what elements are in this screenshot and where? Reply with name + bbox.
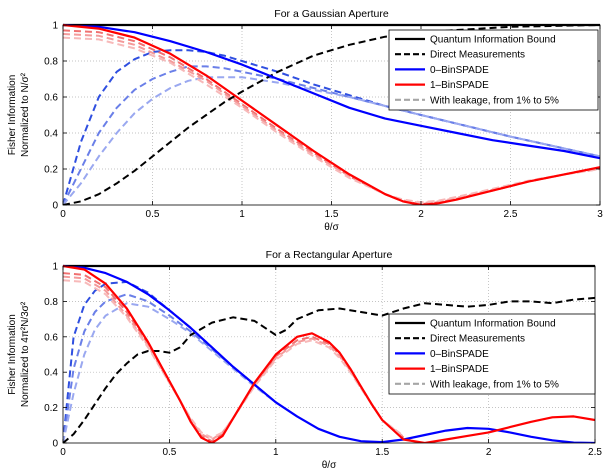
legend-label: 0–BinSPADE [430,65,489,76]
legend-label: With leakage, from 1% to 5% [430,95,559,106]
x-tick-label: 2 [418,209,424,220]
y-tick-label: 1 [52,262,58,273]
x-tick-label: 0 [60,447,66,458]
series-line-leakage [63,302,277,443]
series-line-1-binspade [63,264,595,443]
legend-label: Quantum Information Bound [430,319,556,330]
legend-box [388,29,599,111]
series-line-0-binspade [63,23,600,160]
series-line-leakage [63,36,600,204]
y-tick-label: 0.2 [44,165,58,176]
y-axis-label: Normalized to 4π²N/3σ² [20,301,31,407]
x-tick-label: 1.5 [325,209,339,220]
legend: Quantum Information Bound Direct Measurem… [388,29,599,111]
x-tick-label: 1.5 [375,447,389,458]
series-line-1-binspade [63,23,600,205]
x-tick-label: 2 [486,447,492,458]
series-line-direct-measurements [63,296,595,443]
y-tick-label: 0.6 [44,332,58,343]
y-tick-label: 0.8 [44,57,58,68]
x-axis-label: θ/σ [324,222,339,233]
legend-label: 1–BinSPADE [430,80,489,91]
y-axis-label: Normalized to N/σ² [20,72,31,157]
x-tick-label: 3 [597,209,603,220]
y-tick-label: 0.8 [44,297,58,308]
legend-label: 1–BinSPADE [430,364,489,375]
y-tick-label: 0.4 [44,129,58,140]
legend-label: Direct Measurements [430,50,525,61]
y-tick-label: 0 [52,439,58,450]
legend-label: With leakage, from 1% to 5% [430,379,559,390]
series-line-0-binspade [63,264,595,443]
legend-label: Quantum Information Bound [430,35,556,46]
x-tick-label: 0.5 [146,209,160,220]
x-tick-label: 1 [239,209,245,220]
x-tick-label: 0.5 [162,447,176,458]
y-tick-label: 0.4 [44,368,58,379]
x-tick-label: 1 [273,447,279,458]
y-tick-label: 0.2 [44,403,58,414]
chart-title: For a Gaussian Aperture [274,8,389,20]
series-line-leakage [63,280,277,443]
y-tick-label: 0 [52,201,58,212]
legend-label: Direct Measurements [430,334,525,345]
y-tick-label: 1 [52,21,58,32]
y-axis-label: Fisher Information [7,314,18,395]
y-tick-label: 0.6 [44,93,58,104]
y-axis-label: Fisher Information [7,75,18,156]
chart-title: For a Rectangular Aperture [266,249,393,261]
chart-panel-2: For a Rectangular Aperture 0 0.5 1 1.5 2 2.5 0 0… [7,249,602,471]
x-tick-label: 2.5 [588,447,602,458]
legend-label: 0–BinSPADE [430,349,489,360]
x-tick-label: 0 [60,209,66,220]
chart-panel-1: For a Gaussian Aperture 0 0.5 1 1.5 2 2.5 3 0 0.2… [7,8,603,233]
series-line-leakage [63,65,600,205]
x-tick-label: 2.5 [504,209,518,220]
legend: Quantum Information Bound Direct Measurem… [388,313,596,395]
x-axis-label: θ/σ [322,460,337,471]
